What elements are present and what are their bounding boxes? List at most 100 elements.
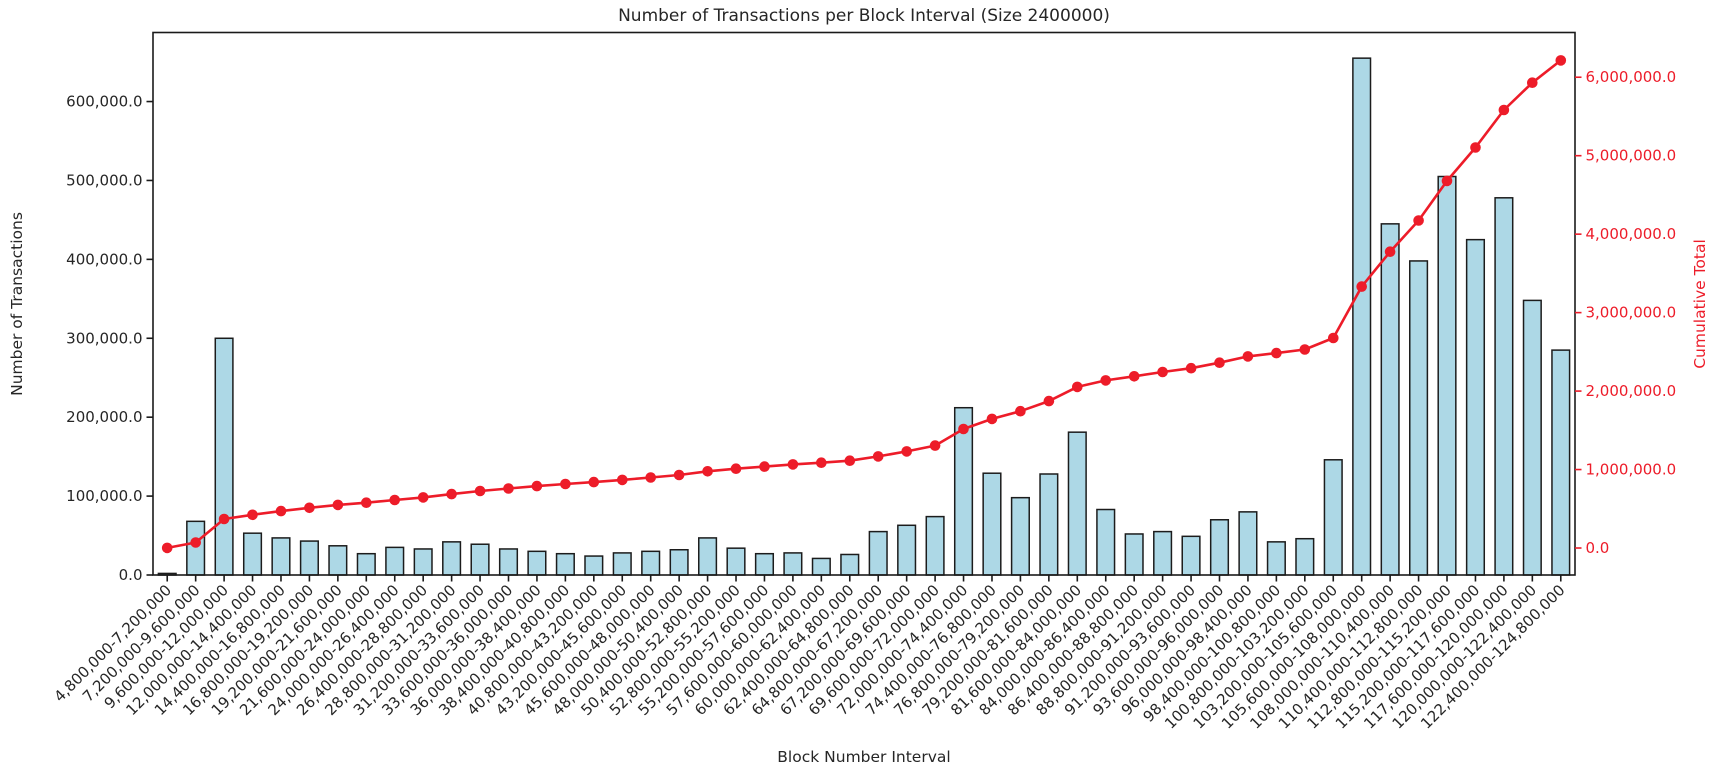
x-axis-label: Block Number Interval [777, 748, 950, 766]
cumulative-marker [759, 461, 770, 472]
bar-31,200,000-33,600,000 [470, 543, 490, 576]
cumulative-marker [901, 446, 912, 457]
cumulative-marker [1043, 395, 1055, 407]
cumulative-marker [1271, 347, 1282, 359]
left-tick-label: 0.0 [119, 566, 143, 584]
bar-45,600,000-48,000,000 [641, 550, 661, 576]
bar-93,600,000-96,000,000 [1209, 519, 1230, 576]
bar-96,000,000-98,400,000 [1238, 511, 1258, 576]
right-tick-label: 1,000,000.0 [1586, 461, 1677, 479]
bar-60,000,000-62,400,000 [811, 557, 831, 576]
left-tick-label: 100,000.0 [66, 487, 142, 505]
bar-105,600,000-108,000,000 [1352, 57, 1372, 576]
bar-100,800,000-103,200,000 [1295, 537, 1315, 576]
bar-91,200,000-93,600,000 [1181, 535, 1201, 576]
bar-38,400,000-40,800,000 [555, 552, 575, 576]
cumulative-marker [816, 457, 827, 469]
cumulative-marker [1128, 371, 1140, 382]
y-axis-label-left: Number of Transactions [8, 212, 26, 396]
right-tick-label: 0.0 [1586, 539, 1610, 557]
cumulative-marker [1072, 381, 1083, 393]
cumulative-marker [645, 472, 656, 483]
cumulative-marker [588, 476, 600, 488]
bar-12,000,000-14,400,000 [242, 532, 263, 576]
bar-112,800,000-115,200,000 [1437, 175, 1457, 576]
cumulative-marker [1242, 351, 1254, 362]
cumulative-marker [531, 480, 543, 492]
cumulative-marker [190, 537, 201, 548]
left-tick-label: 200,000.0 [66, 408, 142, 426]
cumulative-marker [1328, 332, 1339, 344]
bar-55,200,000-57,600,000 [754, 552, 775, 576]
cumulative-marker [503, 483, 514, 494]
cumulative-marker [787, 459, 799, 470]
cumulative-marker [1356, 281, 1367, 292]
bar-52,800,000-55,200,000 [726, 547, 746, 576]
bar-26,400,000-28,800,000 [413, 548, 433, 576]
bar-120,000,000-122,400,000 [1522, 299, 1542, 576]
bar-7,200,000-9,600,000 [186, 520, 206, 576]
cumulative-marker [1555, 55, 1567, 66]
bar-79,200,000-81,600,000 [1039, 473, 1059, 576]
cumulative-marker [560, 478, 571, 490]
bar-33,600,000-36,000,000 [498, 548, 519, 576]
cumulative-marker [1299, 344, 1311, 355]
cumulative-marker [332, 499, 344, 511]
chart-title: Number of Transactions per Block Interva… [618, 6, 1110, 26]
bar-117,600,000-120,000,000 [1494, 197, 1514, 576]
cumulative-marker [417, 492, 429, 503]
bar-74,400,000-76,800,000 [982, 472, 1002, 576]
cumulative-marker [1413, 215, 1424, 226]
right-tick-label: 2,000,000.0 [1586, 382, 1677, 400]
bar-40,800,000-43,200,000 [584, 555, 604, 576]
bar-50,400,000-52,800,000 [698, 537, 718, 576]
bar-48,000,000-50,400,000 [669, 549, 689, 576]
bar-84,000,000-86,400,000 [1096, 508, 1116, 576]
cumulative-marker [1527, 77, 1538, 88]
right-tick-label: 5,000,000.0 [1586, 147, 1677, 165]
bar-19,200,000-21,600,000 [328, 545, 348, 576]
bar-64,800,000-67,200,000 [868, 530, 888, 576]
bar-28,800,000-31,200,000 [442, 541, 462, 576]
cumulative-marker [474, 485, 486, 497]
cumulative-line [166, 59, 1562, 550]
bar-122,400,000-124,800,000 [1551, 349, 1571, 576]
cumulative-marker [730, 463, 742, 475]
cumulative-marker [1015, 405, 1026, 417]
cumulative-marker [446, 488, 457, 500]
bar-98,400,000-100,800,000 [1266, 541, 1286, 576]
bar-16,800,000-19,200,000 [299, 540, 319, 576]
cumulative-marker [218, 513, 230, 525]
cumulative-marker [673, 469, 685, 481]
cumulative-marker [275, 505, 287, 517]
cumulative-marker [929, 440, 941, 451]
bar-62,400,000-64,800,000 [840, 553, 860, 576]
cumulative-marker [361, 497, 372, 509]
bar-57,600,000-60,000,000 [783, 552, 803, 576]
left-tick-label: 400,000.0 [66, 250, 142, 268]
bar-24,000,000-26,400,000 [385, 546, 405, 576]
bar-115,200,000-117,600,000 [1465, 238, 1486, 576]
bar-69,600,000-72,000,000 [925, 515, 945, 576]
bar-76,800,000-79,200,000 [1010, 496, 1030, 576]
cumulative-marker [304, 502, 315, 514]
bar-81,600,000-84,000,000 [1067, 431, 1087, 576]
cumulative-marker [986, 413, 998, 425]
right-tick-label: 6,000,000.0 [1586, 68, 1677, 86]
cumulative-marker [1470, 142, 1481, 153]
bar-67,200,000-69,600,000 [897, 524, 917, 576]
cumulative-marker [958, 423, 969, 435]
bar-21,600,000-24,000,000 [356, 552, 376, 576]
cumulative-marker [161, 542, 173, 554]
cumulative-marker [1100, 375, 1111, 386]
bar-14,400,000-16,800,000 [271, 537, 291, 576]
bar-110,400,000-112,800,000 [1409, 260, 1429, 576]
cumulative-marker [844, 455, 856, 467]
plot-border [152, 31, 1576, 576]
cumulative-marker [247, 509, 258, 521]
cumulative-marker [1157, 366, 1168, 378]
cumulative-marker [617, 474, 628, 486]
bar-86,400,000-88,800,000 [1124, 533, 1144, 576]
